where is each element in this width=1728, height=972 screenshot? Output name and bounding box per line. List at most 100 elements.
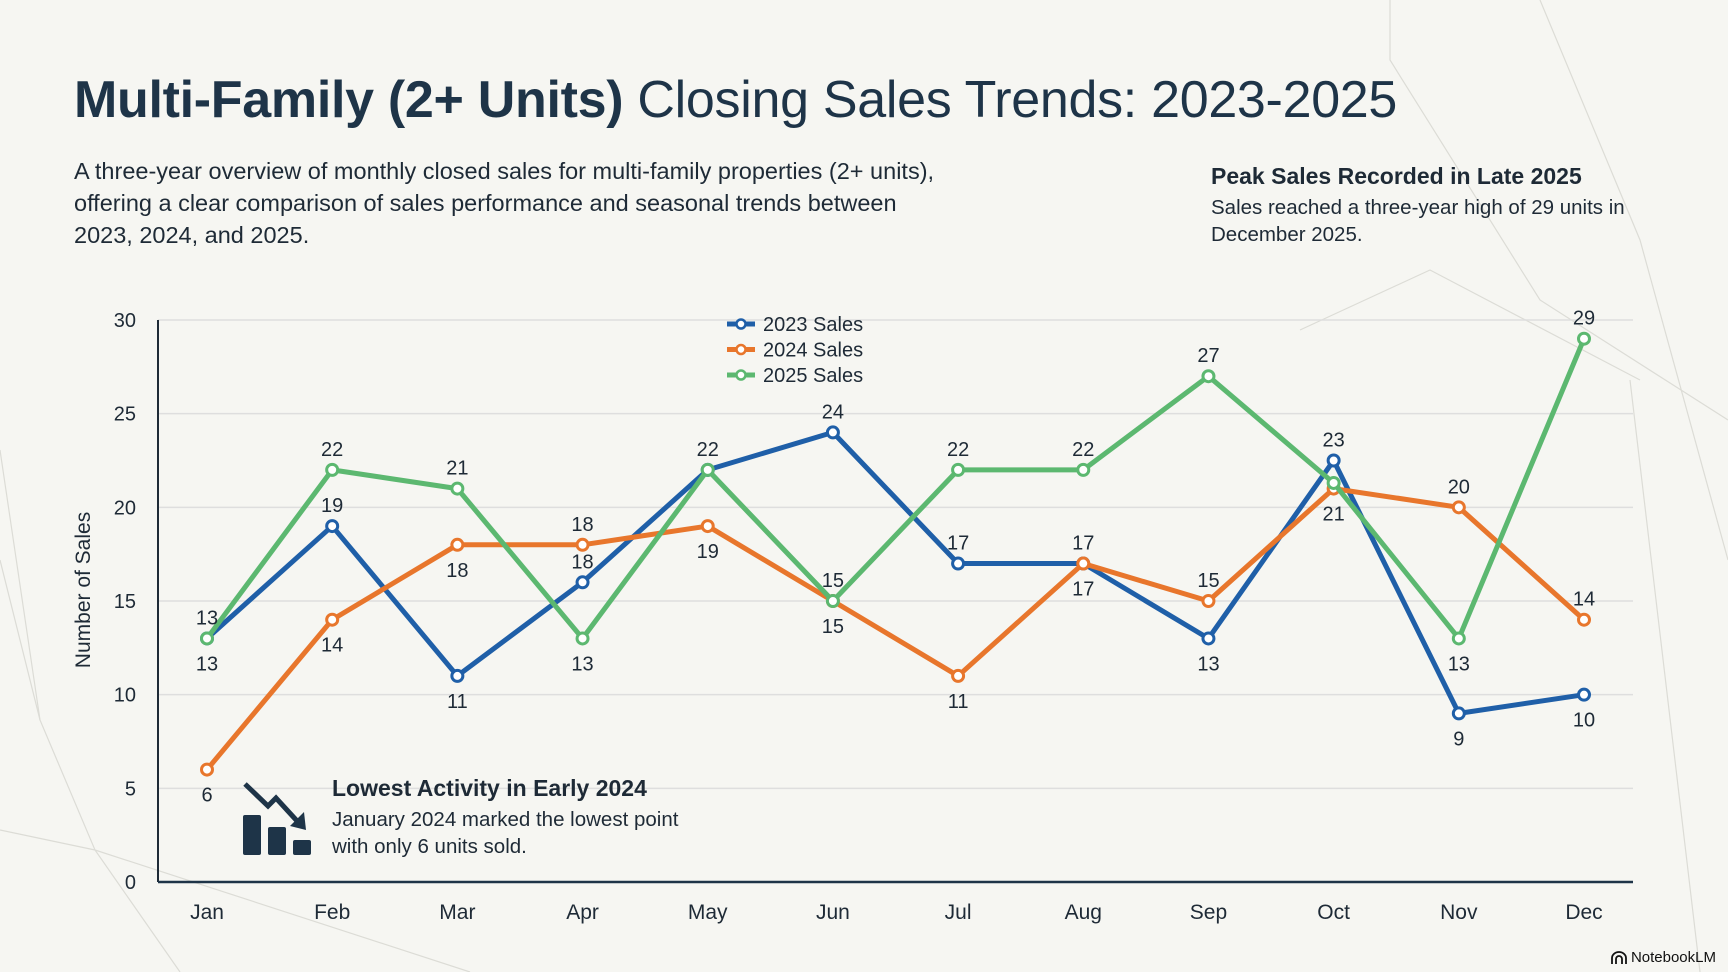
- data-point: [1451, 631, 1466, 646]
- data-label: 13: [196, 653, 218, 675]
- data-point: [325, 612, 340, 627]
- data-point: [575, 537, 590, 552]
- data-label: 23: [1323, 430, 1345, 452]
- legend-marker: [735, 369, 747, 381]
- data-label: 13: [196, 607, 218, 629]
- x-tick-label: Apr: [566, 901, 599, 924]
- data-labels: 13 19 11 18 24 17 17 13 23 9 10 6 14 18 18 19 15 11 17 15 21…: [196, 308, 1595, 807]
- data-label: 11: [447, 691, 468, 713]
- low-annotation-text: January 2024 marked the lowest point wit…: [332, 808, 679, 858]
- data-point: [1451, 500, 1466, 515]
- axes: 0 5 10 15 20 25 30 Jan Feb Mar Apr May Jun Jul Aug Sep O…: [114, 310, 1633, 924]
- data-label: 21: [1323, 504, 1345, 526]
- title-light: Closing Sales Trends: 2023-2025: [637, 71, 1398, 129]
- data-point: [1201, 631, 1216, 646]
- page-title: Multi-Family (2+ Units) Closing Sales Tr…: [74, 70, 1397, 130]
- footer-brand-text: NotebookLM: [1630, 949, 1716, 966]
- data-point: [1577, 612, 1591, 627]
- series-line-2025-sales: [204, 337, 1587, 641]
- y-tick-label: 15: [114, 591, 136, 613]
- data-label: 14: [1573, 589, 1595, 611]
- data-point: [1076, 462, 1091, 477]
- data-point: [700, 462, 715, 477]
- data-label: 13: [571, 653, 593, 675]
- data-label: 22: [947, 439, 969, 461]
- legend-label: 2025 Sales: [763, 365, 863, 387]
- data-point: [1201, 369, 1216, 384]
- data-label: 15: [822, 616, 844, 638]
- x-tick-label: Dec: [1565, 901, 1602, 924]
- data-point: [1577, 687, 1591, 702]
- series-lines: [200, 331, 1591, 777]
- data-label: 19: [697, 541, 719, 563]
- data-label: 24: [822, 401, 844, 423]
- footer-brand: NotebookLM: [1611, 949, 1716, 966]
- data-label: 17: [1072, 579, 1094, 601]
- data-label: 20: [1448, 476, 1470, 498]
- data-label: 13: [1197, 653, 1219, 675]
- data-point: [200, 762, 214, 777]
- data-point: [700, 519, 715, 534]
- data-label: 22: [697, 439, 719, 461]
- data-label: 10: [1573, 710, 1595, 732]
- data-label: 11: [948, 691, 969, 713]
- legend-label: 2023 Sales: [763, 314, 863, 336]
- subtitle: A three-year overview of monthly closed …: [74, 158, 935, 248]
- x-tick-label: Jul: [945, 901, 972, 924]
- x-tick-label: Feb: [314, 901, 350, 924]
- data-label: 18: [446, 560, 468, 582]
- data-label: 13: [1448, 653, 1470, 675]
- y-tick-label: 0: [125, 872, 136, 894]
- data-point: [951, 462, 966, 477]
- data-label: 6: [201, 785, 212, 807]
- data-point: [575, 631, 590, 646]
- y-tick-label: 25: [114, 404, 136, 426]
- low-annotation: Lowest Activity in Early 2024 January 20…: [332, 775, 712, 860]
- data-label: 22: [1072, 439, 1094, 461]
- grid-lines: [158, 319, 1633, 790]
- data-label: 18: [571, 514, 593, 536]
- x-tick-label: Sep: [1190, 901, 1227, 924]
- data-point: [951, 556, 966, 571]
- data-point: [450, 481, 465, 496]
- data-point: [825, 594, 840, 608]
- data-point: [1326, 475, 1341, 490]
- x-tick-label: Oct: [1317, 901, 1350, 924]
- legend-marker: [735, 318, 747, 330]
- legend-marker: [735, 343, 747, 356]
- data-label: 19: [321, 495, 343, 517]
- data-label: 22: [321, 439, 343, 461]
- data-point: [951, 668, 966, 683]
- y-axis-label: Number of Sales: [72, 512, 95, 668]
- data-point: [325, 519, 340, 534]
- x-tick-label: Mar: [439, 901, 475, 924]
- data-point: [825, 425, 840, 440]
- peak-annotation-text: Sales reached a three-year high of 29 un…: [1211, 196, 1625, 246]
- data-label: 9: [1453, 728, 1464, 750]
- x-tick-label: May: [688, 901, 728, 924]
- x-tick-label: Jan: [190, 901, 224, 924]
- title-bold: Multi-Family (2+ Units): [74, 71, 624, 129]
- data-label: 17: [1072, 533, 1094, 555]
- y-tick-label: 10: [114, 685, 136, 707]
- data-point: [1201, 594, 1216, 608]
- data-point: [450, 537, 465, 552]
- data-label: 17: [947, 533, 969, 555]
- y-tick-label: 30: [114, 310, 136, 332]
- peak-annotation-title: Peak Sales Recorded in Late 2025: [1211, 163, 1582, 189]
- data-point: [325, 462, 340, 477]
- data-label: 29: [1573, 308, 1595, 330]
- data-point: [1577, 331, 1591, 346]
- peak-annotation: Peak Sales Recorded in Late 2025 Sales r…: [1211, 163, 1631, 248]
- data-point: [450, 668, 465, 683]
- legend: 2023 Sales 2024 Sales 2025 Sales: [727, 314, 863, 387]
- y-tick-label: 20: [114, 497, 136, 519]
- notebooklm-logo-icon: [1611, 950, 1627, 964]
- x-tick-label: Jun: [816, 901, 850, 924]
- data-label: 15: [1197, 570, 1219, 592]
- series-line-2023-sales: [205, 429, 1585, 716]
- data-label: 14: [321, 635, 343, 657]
- data-point: [200, 631, 214, 646]
- legend-label: 2024 Sales: [763, 340, 863, 362]
